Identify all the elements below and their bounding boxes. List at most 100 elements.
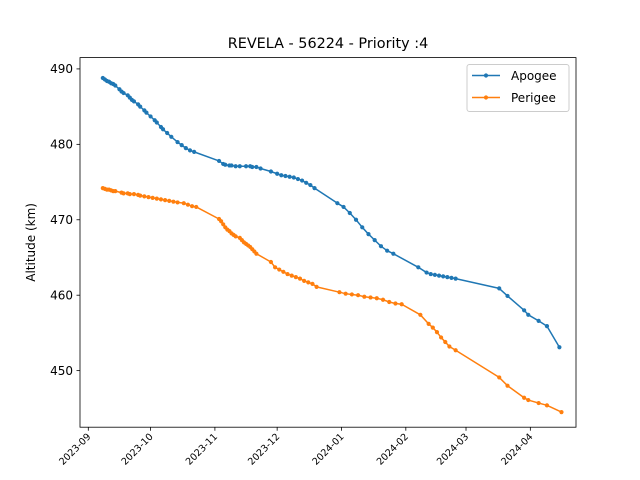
apogee-point: [299, 178, 305, 183]
apogee-point: [522, 308, 527, 313]
perigee-point: [310, 281, 315, 286]
perigee-point: [219, 219, 224, 224]
apogee-point: [544, 324, 550, 329]
apogee-point: [372, 238, 377, 243]
apogee-point: [291, 175, 296, 180]
series-perigee: [100, 185, 564, 415]
apogee-point: [175, 139, 180, 145]
apogee-point: [526, 312, 531, 317]
apogee-point: [169, 134, 174, 139]
perigee-point: [297, 276, 303, 281]
perigee-point: [185, 202, 191, 207]
apogee-point: [453, 276, 458, 281]
apogee-point: [279, 173, 284, 178]
apogee-point: [360, 225, 365, 230]
apogee-point: [312, 185, 317, 191]
perigee-point: [293, 275, 298, 280]
perigee-point: [399, 302, 404, 307]
perigee-point: [306, 280, 311, 285]
perigee-point: [171, 199, 176, 204]
perigee-point: [254, 251, 259, 256]
y-tick-label: 450: [50, 364, 73, 378]
apogee-point: [416, 265, 421, 270]
perigee-point: [268, 259, 274, 265]
perigee-point: [443, 339, 448, 345]
perigee-point: [285, 271, 290, 277]
apogee-point: [304, 180, 309, 185]
perigee-point: [418, 312, 423, 317]
legend-perigee-marker: [483, 95, 489, 100]
legend: Apogee Perigee: [466, 64, 570, 112]
perigee-point: [194, 204, 199, 210]
legend-apogee-marker: [483, 73, 489, 78]
perigee-point: [146, 195, 151, 200]
perigee-point: [314, 284, 319, 289]
perigee-point: [337, 290, 342, 295]
apogee-point: [121, 90, 126, 96]
perigee-point: [181, 201, 186, 206]
apogee-point: [308, 182, 313, 188]
perigee-point: [380, 297, 386, 302]
apogee-point: [113, 83, 118, 88]
perigee-point: [154, 196, 159, 201]
perigee-point: [281, 269, 286, 274]
y-axis-label: Altitude (km): [24, 203, 38, 282]
apogee-point: [353, 217, 359, 222]
perigee-point: [349, 292, 354, 297]
y-tick-label: 460: [50, 289, 73, 303]
apogee-point: [391, 251, 396, 256]
apogee-point: [436, 273, 442, 278]
perigee-point: [127, 192, 132, 197]
perigee-point: [505, 383, 510, 388]
apogee-point: [179, 143, 184, 148]
apogee-point: [250, 164, 255, 170]
apogee-point: [287, 174, 292, 179]
perigee-point: [430, 325, 435, 330]
chart-title: REVELA - 56224 - Priority :4: [228, 36, 428, 52]
legend-perigee-label: Perigee: [511, 91, 556, 105]
apogee-point: [258, 166, 263, 171]
legend-apogee-label: Apogee: [511, 69, 557, 83]
apogee-point: [341, 204, 346, 210]
perigee-point: [387, 299, 392, 305]
perigee-point: [175, 200, 180, 205]
apogee-point: [441, 274, 446, 279]
perigee-point: [150, 195, 155, 200]
perigee-point: [426, 321, 431, 326]
perigee-point: [289, 273, 294, 278]
perigee-point: [497, 375, 502, 380]
perigee-point: [302, 278, 307, 283]
apogee-point: [497, 286, 502, 291]
perigee-point: [453, 348, 458, 353]
apogee-point: [160, 127, 166, 132]
perigee-point: [131, 192, 137, 197]
perigee-point: [233, 234, 238, 239]
apogee-point: [449, 275, 454, 280]
apogee-point: [223, 162, 228, 167]
apogee-point: [275, 171, 280, 176]
apogee-point: [445, 275, 450, 280]
apogee-point: [233, 164, 238, 169]
perigee-point: [559, 410, 564, 415]
y-tick-label: 490: [50, 62, 73, 76]
apogee-point: [144, 110, 149, 115]
perigee-point: [434, 330, 440, 335]
perigee-point: [368, 295, 373, 300]
perigee-point: [544, 403, 550, 408]
apogee-point: [428, 271, 433, 277]
perigee-point: [189, 204, 195, 209]
perigee-point: [221, 222, 226, 227]
y-axis: 450 460 470 480 490: [50, 62, 80, 378]
perigee-point: [526, 397, 531, 403]
perigee-point: [393, 301, 398, 306]
perigee-point: [374, 296, 379, 301]
perigee-point: [167, 198, 172, 204]
y-tick-label: 470: [50, 213, 73, 227]
apogee-point: [187, 148, 193, 153]
perigee-point: [277, 267, 282, 272]
apogee-point: [237, 164, 242, 169]
perigee-point: [138, 193, 143, 198]
apogee-point: [268, 169, 274, 174]
perigee-point: [142, 194, 147, 199]
